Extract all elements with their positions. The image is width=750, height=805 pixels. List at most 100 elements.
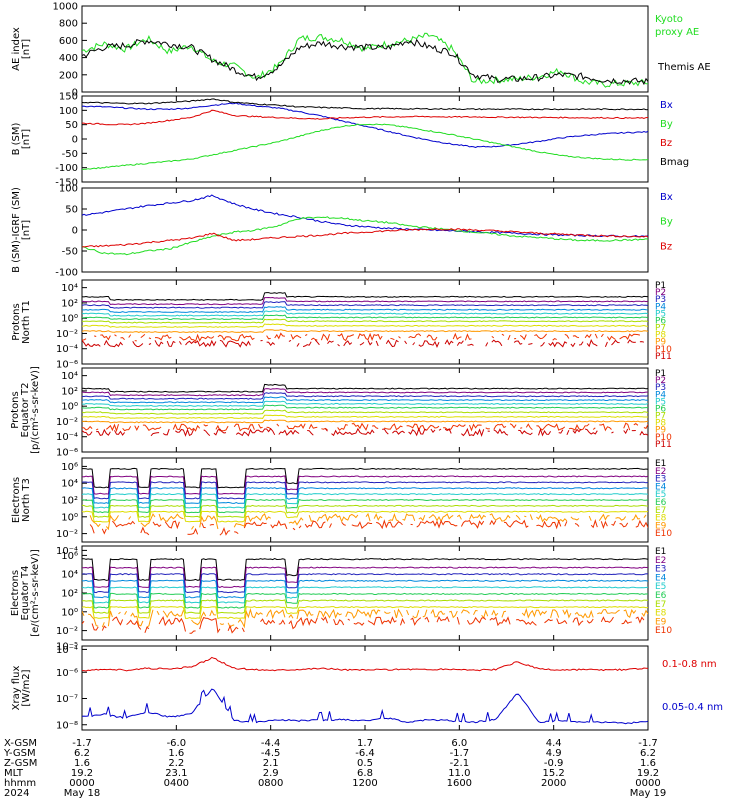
legend-label: E4: [655, 573, 667, 583]
axis-row-value: 19.2: [71, 768, 93, 779]
y-tick-label: -50: [62, 149, 78, 160]
series-line-p2: [82, 388, 648, 397]
series-line-by: [82, 123, 648, 171]
axis-row-value: 6.0: [451, 738, 467, 749]
panel-6: [81, 457, 649, 551]
legend-label: P6: [655, 316, 666, 326]
y-axis-label: B (SM)-IGRF (SM): [11, 187, 22, 273]
series-line-p11: [82, 427, 648, 438]
y-tick-label: 50: [65, 205, 78, 216]
legend-label: P2: [655, 288, 666, 298]
y-tick-label: 10⁻²: [56, 626, 78, 637]
series-line-e2: [82, 566, 648, 588]
y-axis-label: Electrons: [10, 570, 21, 616]
series-line-e10: [89, 519, 648, 536]
axis-row-value: 11.0: [448, 768, 470, 779]
series-line-p2: [82, 296, 648, 306]
series-line-p6: [82, 404, 648, 411]
y-tick-label: -100: [55, 163, 78, 174]
series-line-p1: [82, 292, 648, 301]
axis-row-value: -6.4: [355, 748, 375, 759]
legend-label: E2: [655, 467, 666, 477]
axis-row-value: -1.7: [72, 738, 92, 749]
legend-label: P2: [655, 376, 666, 386]
series-line-p7: [82, 409, 648, 415]
series-line-p1: [82, 383, 648, 393]
axis-row-value: May 19: [630, 788, 667, 799]
series-line-0-05-0-4-nm: [82, 688, 648, 725]
legend-label: Bz: [660, 241, 672, 252]
y-tick-label: 10⁻⁶: [56, 448, 78, 459]
y-tick-label: 1000: [53, 2, 78, 13]
y-axis-label: [nT]: [21, 220, 32, 240]
y-axis-label: Equator T4: [20, 566, 31, 621]
axis-row-label: Z-GSM: [4, 758, 37, 769]
y-axis-label: Xray flux: [11, 666, 22, 711]
series-line-p6: [82, 314, 648, 321]
series-line-kyoto-proxy-ae: [82, 32, 648, 88]
y-tick-label: 10⁶: [61, 551, 78, 562]
axis-row-value: -1.7: [450, 748, 470, 759]
series-line-e1: [82, 467, 648, 489]
series-line-p4: [82, 396, 648, 404]
axis-row-value: 1.6: [74, 758, 90, 769]
panel-3: [81, 187, 649, 273]
y-axis-label: North T3: [21, 478, 32, 522]
series-line-e4: [82, 579, 648, 599]
panel-lines: [82, 292, 648, 347]
legend-label: E9: [655, 521, 667, 531]
legend-label: E10: [655, 626, 672, 636]
series-line-e9: [82, 607, 648, 629]
axis-row-value: 19.2: [637, 768, 659, 779]
legend-label: 0.1-0.8 nm: [662, 659, 717, 670]
panel-lines: [82, 194, 648, 256]
legend-label: By: [660, 119, 673, 130]
legend-label: P5: [655, 397, 666, 407]
y-tick-label: 10⁰: [61, 607, 78, 618]
y-tick-label: 100: [59, 106, 78, 117]
y-tick-label: 10⁴: [61, 479, 78, 490]
y-tick-label: 800: [59, 19, 78, 30]
series-line-p8: [82, 414, 648, 419]
legend-label: By: [660, 217, 673, 228]
y-tick-label: 10⁶: [61, 462, 78, 473]
y-tick-label: 200: [59, 70, 78, 81]
legend-label: E5: [655, 582, 666, 592]
legend-label: P8: [655, 331, 666, 341]
series-line-bz: [82, 228, 648, 248]
legend-label: E6: [655, 498, 667, 508]
panel-7: [81, 545, 649, 650]
axis-row-value: 0.5: [357, 758, 373, 769]
y-tick-label: 10⁻²: [56, 329, 78, 340]
panel-lines: [82, 383, 648, 438]
legend-label: P4: [655, 390, 666, 400]
y-tick-label: 10⁻⁶: [56, 668, 78, 679]
legend-label: E5: [655, 490, 666, 500]
series-line-p3: [82, 392, 648, 400]
legend-label: P5: [655, 309, 666, 319]
axis-row-value: 6.8: [357, 768, 373, 779]
legend-label: proxy AE: [655, 27, 699, 38]
y-tick-label: 10⁴: [61, 283, 78, 294]
series-line-p11: [82, 340, 648, 347]
legend-label: P6: [655, 404, 666, 414]
y-tick-label: 10⁻⁴: [56, 344, 78, 355]
y-tick-label: 400: [59, 53, 78, 64]
legend-label: E8: [655, 609, 667, 619]
legend-label: P3: [655, 295, 666, 305]
legend-label: E6: [655, 591, 667, 601]
y-tick-label: 10⁻⁴: [56, 432, 78, 443]
panel-lines: [82, 32, 648, 88]
axis-row-value: 0800: [258, 778, 283, 789]
series-line-p8: [82, 323, 648, 328]
axis-row-value: 1.6: [168, 748, 184, 759]
axis-row-value: 1.6: [640, 758, 656, 769]
series-line-p9: [82, 419, 648, 424]
axis-row-value: 6.2: [74, 748, 90, 759]
series-line-e4: [82, 487, 648, 505]
series-line-p3: [82, 301, 648, 309]
axis-row-value: 2.1: [263, 758, 279, 769]
y-tick-label: 10⁰: [61, 314, 78, 325]
axis-row-value: 2.2: [168, 758, 184, 769]
